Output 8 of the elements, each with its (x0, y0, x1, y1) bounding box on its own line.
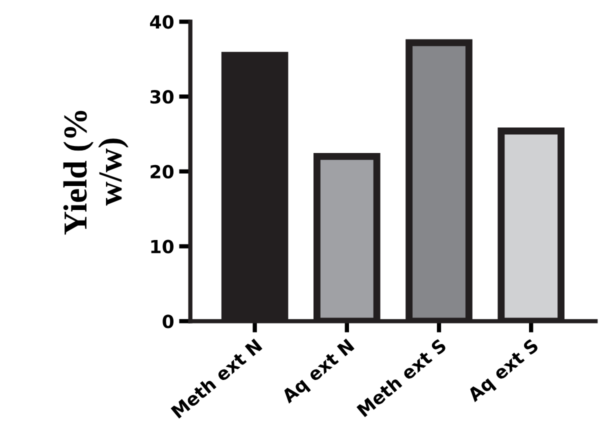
y-tick-label: 30 (150, 90, 174, 104)
y-tick-label: 20 (150, 164, 174, 179)
y-tick-label: 0 (162, 314, 174, 328)
y-axis-title: Yield (% w/w) (63, 110, 128, 235)
y-tick-label: 10 (151, 240, 174, 254)
y-tick-label: 40 (150, 15, 174, 29)
x-tick-label: Aq ext S (466, 338, 542, 406)
x-tick-label: Aq ext N (280, 338, 357, 406)
